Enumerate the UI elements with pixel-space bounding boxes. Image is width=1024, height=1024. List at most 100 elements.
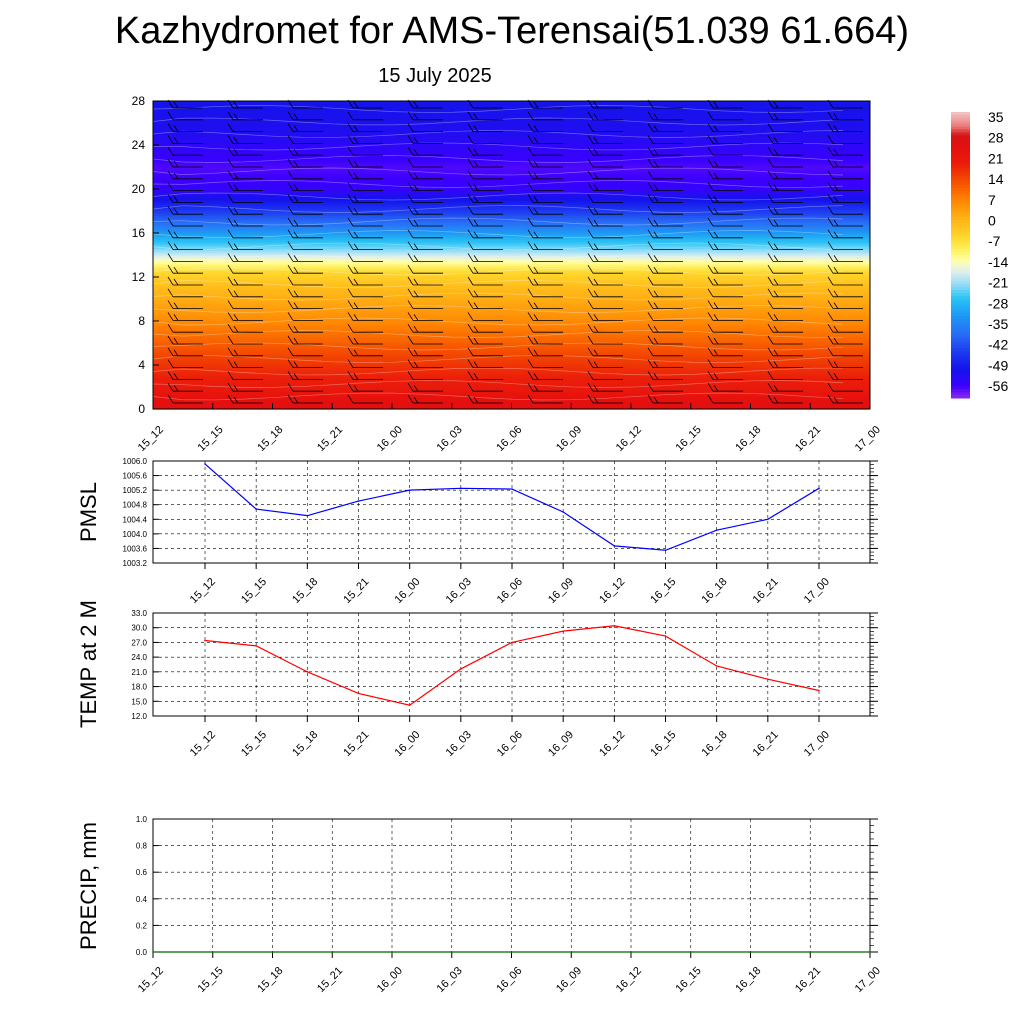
wind-barb-feather [473,231,479,239]
wind-barb [227,300,263,310]
x-tick-label: 16_09 [554,965,584,995]
wind-barb-feather [707,382,714,392]
y-tick-label: 30.0 [131,624,147,633]
wind-barb-feather [587,253,594,262]
wind-barb-feather [347,323,354,333]
temperature-band [153,393,870,397]
temperature-band [153,296,870,300]
wind-barb-feather [347,253,354,262]
data-point [749,951,752,953]
isotherm-line [152,105,844,113]
wind-barb-feather [353,337,359,345]
wind-barb-feather [533,266,539,274]
wind-barb-feather [707,288,714,298]
wind-barb [167,335,203,345]
wind-barb-feather [467,253,474,262]
data-point [511,641,513,644]
wind-barb-feather [467,288,474,298]
colorbar-segment [951,395,970,399]
wind-barb-feather [767,253,774,262]
wind-barb-feather [533,243,539,250]
wind-barb-feather [167,217,174,227]
isotherm-line [152,167,844,176]
colorbar-segment [951,333,970,338]
wind-barb [527,347,563,357]
colorbar-segment [951,219,970,224]
wind-barb [767,123,803,133]
wind-barb [767,205,803,215]
wind-barb-feather [593,137,599,144]
x-tick-label: 15_21 [315,424,345,454]
x-tick-label: 15_21 [341,729,371,759]
wind-barb [227,158,263,168]
wind-barb-feather [767,359,774,368]
data-point [613,624,616,627]
wind-barb [767,229,803,239]
temperature-band [153,391,870,395]
wind-barb-feather [293,290,299,298]
y-tick-label: 24 [132,138,146,152]
wind-barb-feather [707,276,714,286]
x-tick-label: 16_03 [435,424,465,454]
wind-barb-feather [587,123,594,132]
wind-barb-feather [707,229,714,239]
data-point [767,518,769,521]
y-tick-label: 33.0 [131,609,147,618]
wind-barb-feather [773,137,779,144]
wind-barb [647,194,683,203]
wind-barb [707,241,743,251]
wind-barb [407,111,443,121]
wind-barb [347,111,383,121]
wind-barb [587,111,623,121]
wind-barb-feather [413,349,419,357]
temperature-band [153,398,870,401]
wind-barb [527,182,563,192]
wind-barb [227,111,263,121]
wind-barb-feather [527,229,534,239]
wind-barb-feather [773,113,779,121]
wind-barb [287,347,323,357]
data-point [204,639,206,642]
x-tick-label: 15_18 [255,424,285,454]
wind-barb-feather [707,146,714,156]
wind-barb-feather [347,158,354,168]
wind-barb [167,382,203,392]
wind-barb [167,217,203,227]
wind-barb-feather [353,278,359,286]
colorbar-segment [951,152,970,157]
wind-barb-feather [767,241,774,250]
colorbar-segment [951,383,970,387]
wind-barb-feather [407,312,414,321]
wind-barb-feather [473,325,479,333]
wind-barb-feather [767,123,774,132]
colorbar-segment [951,182,970,186]
wind-barb-feather [407,194,414,203]
wind-barb-feather [353,207,359,215]
wind-barb [647,253,683,262]
temperature-band [153,200,870,203]
line-panel [152,818,878,958]
colorbar-segment [951,228,970,233]
temperature-band [153,153,870,157]
wind-barb [587,158,623,168]
wind-barb-feather [293,373,299,380]
wind-barb-feather [233,290,239,298]
wind-barb [467,241,503,251]
colorbar-segment [951,290,970,294]
wind-barb-feather [233,184,239,191]
colorbar-segment [951,147,970,151]
wind-barb-feather [833,361,839,368]
wind-barb-feather [587,229,594,239]
temperature-band [153,109,870,113]
data-point [715,665,718,667]
wind-barb-feather [527,335,534,345]
wind-barb [587,229,623,239]
wind-barb-feather [647,241,654,250]
wind-barb [707,229,743,239]
wind-barb [587,394,623,404]
wind-barb [707,182,743,192]
wind-barb-feather [347,371,354,380]
colorbar-segment [951,325,970,329]
wind-barb-feather [173,302,179,309]
wind-barb-feather [653,160,659,168]
